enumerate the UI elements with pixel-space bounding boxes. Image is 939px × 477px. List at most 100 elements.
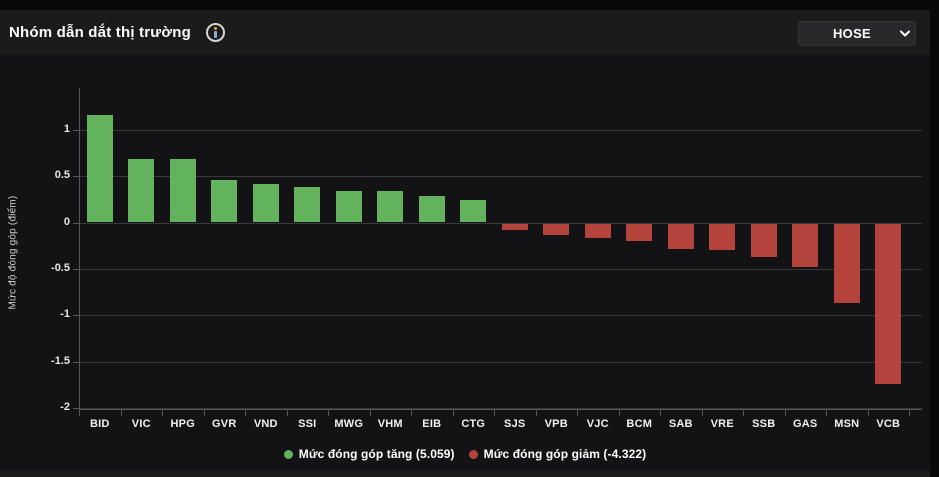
x-label-HPG: HPG [170, 418, 195, 430]
x-label-BID: BID [89, 418, 110, 430]
x-tick-0 [79, 409, 80, 416]
x-tick-20 [909, 409, 910, 416]
legend-dot-decrease [468, 449, 478, 459]
x-tick-17 [784, 409, 786, 416]
x-label-VJC: VJC [586, 418, 609, 430]
x-tick-15 [701, 409, 703, 416]
x-tick-11 [535, 409, 537, 416]
x-tick-12 [577, 409, 578, 416]
bar-VCB[interactable] [875, 223, 902, 384]
x-label-VPB: VPB [544, 418, 568, 430]
bar-BCM[interactable] [626, 223, 653, 242]
legend-item-decrease[interactable]: Mức đóng góp giảm (-4.322) [468, 447, 647, 461]
x-tick-6 [328, 409, 329, 416]
x-label-MSN: MSN [834, 418, 860, 430]
legend-item-increase[interactable]: Mức đóng góp tăng (5.059) [283, 447, 455, 461]
y-tick-label-0.5: 0.5 [54, 169, 70, 182]
x-label-SAB: SAB [668, 418, 693, 430]
x-tick-9 [452, 409, 454, 416]
x-label-SSB: SSB [752, 418, 776, 430]
x-label-VCB: VCB [876, 418, 901, 430]
legend-dot-increase [283, 449, 293, 459]
bar-GVR[interactable] [211, 179, 238, 223]
y-axis-line [79, 88, 80, 410]
x-label-BCM: BCM [626, 418, 653, 430]
next-panel-edge [0, 470, 930, 477]
gridline--1 [79, 315, 922, 317]
bar-GAS[interactable] [792, 223, 819, 268]
x-tick-19 [867, 409, 869, 416]
x-axis-line [79, 408, 922, 410]
y-tick-label--1: -1 [60, 308, 70, 321]
y-tick-label--1.5: -1.5 [51, 354, 70, 367]
bar-VND[interactable] [252, 183, 279, 223]
exchange-select[interactable]: HOSE [798, 21, 916, 46]
x-tick-4 [245, 409, 246, 416]
x-tick-13 [618, 409, 620, 416]
bar-VJC[interactable] [584, 223, 611, 239]
info-icon-stem [213, 31, 217, 38]
bar-MWG[interactable] [335, 190, 362, 223]
y-tick-0.5 [73, 176, 79, 178]
x-label-CTG: CTG [461, 418, 486, 430]
card-header: Nhóm dẫn dắt thị trường HOSE [0, 10, 930, 55]
x-label-SSI: SSI [298, 418, 317, 430]
gridline--2 [79, 407, 922, 409]
y-tick-label-0: 0 [63, 215, 70, 228]
x-tick-16 [743, 409, 744, 416]
legend-label-increase: Mức đóng góp tăng (5.059) [298, 447, 455, 461]
y-tick-label--0.5: -0.5 [51, 261, 70, 274]
gridline--1.5 [79, 361, 922, 363]
y-tick-0 [73, 222, 79, 224]
bar-chart: Mức độ đóng góp (điểm) 1 0.5 0 -0.5 -1 -1.5 -2… [0, 55, 930, 470]
x-tick-2 [162, 409, 163, 416]
bar-BID[interactable] [86, 114, 113, 223]
x-label-GVR: GVR [212, 418, 237, 430]
x-tick-5 [286, 409, 288, 416]
y-tick--1.5 [73, 361, 79, 363]
y-axis-title: Mức độ đóng góp (điểm) [7, 195, 19, 310]
info-icon-dot [213, 27, 217, 30]
x-tick-14 [660, 409, 661, 416]
page-title: Nhóm dẫn dắt thị trường [9, 24, 191, 41]
bar-HPG[interactable] [169, 159, 196, 223]
chart-legend: Mức đóng góp tăng (5.059) Mức đóng góp g… [0, 446, 930, 462]
x-label-EIB: EIB [422, 418, 442, 430]
bar-VIC[interactable] [128, 158, 155, 223]
x-tick-10 [494, 409, 495, 416]
y-tick-label-1: 1 [63, 122, 70, 135]
x-tick-3 [203, 409, 205, 416]
bar-CTG[interactable] [460, 200, 487, 223]
chevron-down-icon [895, 30, 915, 38]
y-tick-label--2: -2 [60, 400, 70, 413]
bar-SSI[interactable] [294, 187, 321, 223]
x-tick-18 [826, 409, 827, 416]
bar-VHM[interactable] [377, 190, 404, 223]
gridline-0.5 [79, 176, 922, 178]
x-label-VIC: VIC [131, 418, 151, 430]
info-icon[interactable] [205, 23, 225, 42]
y-tick--2 [73, 407, 79, 409]
exchange-select-value: HOSE [832, 26, 872, 41]
x-tick-1 [120, 409, 122, 416]
bar-SSB[interactable] [750, 223, 777, 257]
gridline-0 [79, 222, 922, 224]
x-tick-7 [369, 409, 371, 416]
x-tick-8 [411, 409, 412, 416]
y-tick--0.5 [73, 268, 79, 270]
x-label-VHM: VHM [377, 418, 403, 430]
bar-SAB[interactable] [667, 223, 694, 249]
gridline-1 [79, 129, 922, 131]
bar-SJS[interactable] [501, 223, 528, 230]
y-tick-1 [73, 129, 79, 131]
bar-VPB[interactable] [543, 223, 570, 235]
bar-EIB[interactable] [418, 195, 445, 223]
x-label-GAS: GAS [793, 418, 818, 430]
x-label-VRE: VRE [710, 418, 734, 430]
y-tick--1 [73, 315, 79, 317]
bar-MSN[interactable] [833, 223, 860, 304]
bar-VRE[interactable] [709, 223, 736, 251]
x-label-SJS: SJS [504, 418, 526, 430]
legend-label-decrease: Mức đóng góp giảm (-4.322) [483, 447, 647, 461]
